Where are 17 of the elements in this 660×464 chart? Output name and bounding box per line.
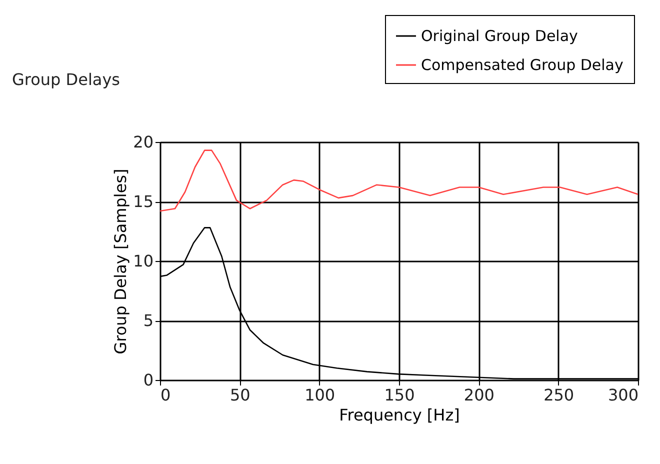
x-tick-label: 50 bbox=[230, 386, 250, 404]
x-axis-title: Frequency [Hz] bbox=[339, 406, 460, 424]
legend-label: Compensated Group Delay bbox=[421, 56, 624, 74]
y-tick-label: 5 bbox=[143, 311, 154, 330]
y-tick-label: 0 bbox=[143, 370, 154, 390]
x-tick-label: 150 bbox=[384, 386, 415, 404]
y-tick-label: 10 bbox=[133, 252, 154, 270]
x-tick-label: 250 bbox=[544, 386, 574, 404]
x-tick-label: 100 bbox=[304, 386, 336, 404]
y-axis-title: Group Delay [Samples] bbox=[111, 168, 130, 354]
chart-title: Group Delays bbox=[12, 70, 120, 89]
x-tick-label: 300 bbox=[608, 386, 638, 404]
legend-label: Original Group Delay bbox=[421, 27, 578, 45]
y-tick-label: 15 bbox=[133, 192, 154, 211]
x-tick-label: 0 bbox=[160, 386, 171, 404]
y-tick-label: 20 bbox=[133, 132, 154, 152]
x-tick-label: 200 bbox=[464, 386, 494, 404]
